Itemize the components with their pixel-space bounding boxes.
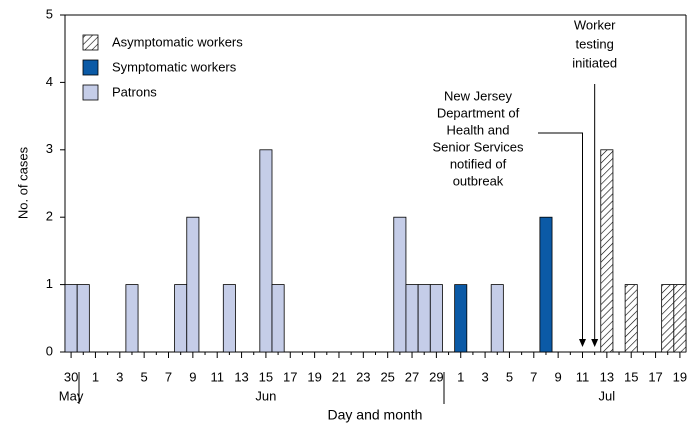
y-tick-label: 0	[46, 343, 53, 358]
bar	[64, 284, 78, 353]
x-tick-label: 9	[189, 369, 196, 384]
x-tick-label: 1	[92, 369, 99, 384]
bar	[405, 284, 419, 353]
bar	[417, 284, 431, 353]
annotation-text: New Jersey	[444, 88, 512, 103]
bar	[429, 284, 443, 353]
bar	[600, 149, 614, 353]
bar	[125, 284, 139, 353]
x-tick-label: 17	[283, 369, 297, 384]
annotation-text: Health and	[447, 122, 510, 137]
x-tick-label: 25	[380, 369, 394, 384]
annotation-text: notified of	[450, 156, 507, 171]
bar	[259, 149, 273, 353]
bar	[174, 284, 188, 353]
legend-swatch	[82, 34, 99, 51]
x-tick-label: 13	[234, 369, 248, 384]
y-tick-label: 2	[46, 209, 53, 224]
x-tick-label: 21	[332, 369, 346, 384]
legend-label: Patrons	[112, 84, 157, 99]
annotation-text: outbreak	[453, 173, 504, 188]
annotation-text: Worker	[574, 17, 616, 32]
y-tick-label: 4	[46, 74, 53, 89]
x-tick-label: 9	[555, 369, 562, 384]
x-tick-label: 3	[116, 369, 123, 384]
annotation-text: Senior Services	[432, 139, 524, 154]
annotation-text: testing	[576, 36, 614, 51]
x-tick-label: 15	[259, 369, 273, 384]
bar	[393, 216, 407, 353]
x-tick-label: 30	[64, 369, 78, 384]
x-tick-label: 19	[673, 369, 687, 384]
bar	[186, 216, 200, 353]
bar	[454, 284, 468, 353]
legend-label: Asymptomatic workers	[112, 34, 243, 49]
y-tick-label: 1	[46, 276, 53, 291]
bar	[222, 284, 236, 353]
x-tick-label: 23	[356, 369, 370, 384]
annotation-text: initiated	[572, 55, 617, 70]
bar	[490, 284, 504, 353]
x-tick-label: 27	[405, 369, 419, 384]
x-tick-label: 1	[457, 369, 464, 384]
bar	[661, 284, 675, 353]
x-tick-label: 11	[576, 369, 590, 384]
y-tick-label: 5	[46, 6, 53, 21]
legend-swatch	[82, 59, 99, 76]
bar	[624, 284, 638, 353]
bar	[76, 284, 90, 353]
x-tick-label: 15	[624, 369, 638, 384]
x-tick-label: 19	[307, 369, 321, 384]
x-tick-label: 13	[600, 369, 614, 384]
x-tick-label: 17	[648, 369, 662, 384]
arrow-head	[591, 339, 599, 347]
x-tick-label: 3	[481, 369, 488, 384]
legend-swatch	[82, 84, 99, 101]
month-label: Jul	[599, 388, 616, 403]
annotation-arrow	[538, 132, 583, 343]
y-axis-title: No. of cases	[15, 146, 30, 219]
x-axis-title: Day and month	[328, 407, 423, 423]
bar	[271, 284, 285, 353]
x-tick-label: 7	[530, 369, 537, 384]
x-tick-label: 5	[141, 369, 148, 384]
x-tick-label: 11	[210, 369, 224, 384]
month-label: May	[59, 388, 84, 403]
x-tick-label: 5	[506, 369, 513, 384]
arrow-head	[579, 339, 586, 347]
bar	[673, 284, 687, 353]
annotation-text: Department of	[437, 105, 520, 120]
legend-label: Symptomatic workers	[112, 59, 237, 74]
bar	[539, 216, 553, 353]
x-tick-label: 29	[429, 369, 443, 384]
month-label: Jun	[255, 388, 276, 403]
x-tick-label: 7	[165, 369, 172, 384]
y-tick-label: 3	[46, 141, 53, 156]
